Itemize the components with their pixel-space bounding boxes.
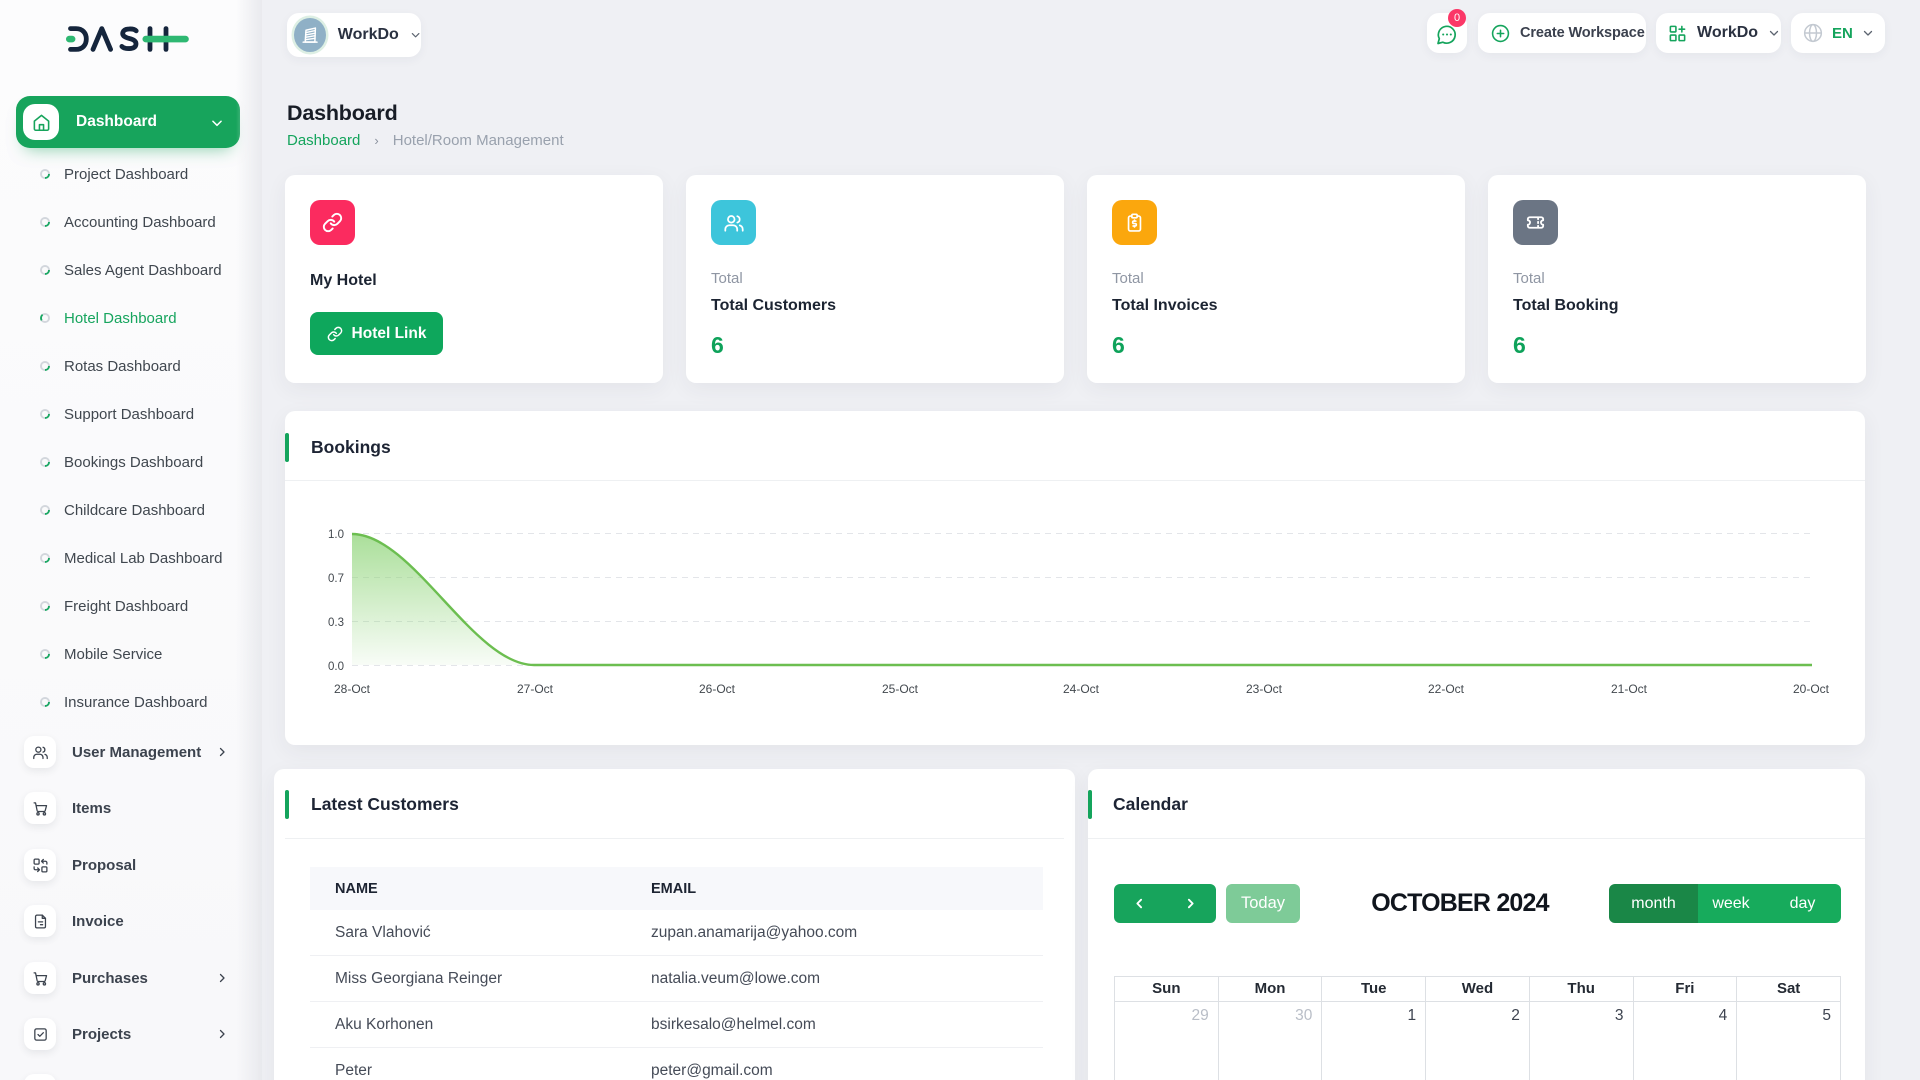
svg-text:0.3: 0.3	[328, 617, 344, 629]
svg-text:25-Oct: 25-Oct	[882, 682, 919, 696]
svg-text:26-Oct: 26-Oct	[699, 682, 736, 696]
svg-text:20-Oct: 20-Oct	[1793, 682, 1830, 696]
svg-text:24-Oct: 24-Oct	[1063, 682, 1100, 696]
svg-text:28-Oct: 28-Oct	[334, 682, 371, 696]
svg-text:22-Oct: 22-Oct	[1428, 682, 1465, 696]
svg-text:23-Oct: 23-Oct	[1246, 682, 1283, 696]
svg-text:0.7: 0.7	[328, 573, 344, 585]
svg-text:0.0: 0.0	[328, 661, 344, 673]
svg-text:1.0: 1.0	[328, 529, 344, 541]
svg-text:27-Oct: 27-Oct	[517, 682, 554, 696]
svg-text:21-Oct: 21-Oct	[1611, 682, 1648, 696]
